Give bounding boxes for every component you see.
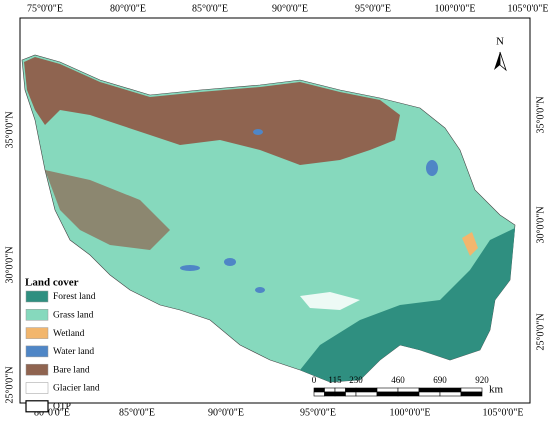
scale-segment (324, 391, 336, 397)
bare-area (24, 57, 400, 165)
longitude-label: 85°0'0"E (192, 3, 228, 14)
legend-label: Water land (53, 347, 94, 357)
legend-swatch (25, 309, 49, 321)
scale-segment (397, 387, 420, 393)
glacier-area (300, 292, 360, 310)
scale-segment (345, 391, 357, 397)
scale-segment (334, 387, 346, 393)
lake (255, 287, 265, 293)
scale-segment (460, 391, 483, 397)
longitude-label: 90°0'0"E (208, 407, 244, 418)
legend-label: Wetland (53, 329, 85, 339)
longitude-label: 80°0'0"E (110, 3, 146, 14)
scale-label: 115 (328, 375, 342, 385)
scale-unit: km (489, 384, 504, 396)
legend-title: Land cover (25, 277, 79, 289)
legend-label: Grass land (53, 310, 94, 320)
legend-swatch (25, 400, 49, 413)
scale-segment (376, 387, 399, 393)
scale-segment (355, 391, 378, 397)
lake (253, 129, 263, 135)
scale-label: 460 (391, 375, 405, 385)
north-arrow: N (494, 36, 507, 72)
scale-segment (418, 387, 441, 393)
longitude-label: 95°0'0"E (300, 407, 336, 418)
north-arrow-half (494, 52, 500, 70)
longitude-label: 105°0'0"E (483, 407, 524, 418)
legend-swatch (25, 382, 49, 394)
scale-segment (355, 387, 378, 393)
lake (180, 265, 200, 271)
scale-segment (439, 387, 462, 393)
legend-swatch (25, 327, 49, 339)
north-arrow-half (499, 51, 507, 72)
wetland-area (462, 232, 478, 256)
longitude-label: 100°0'0"E (435, 3, 476, 14)
north-label: N (496, 36, 504, 48)
legend-label: QTP (53, 402, 71, 412)
longitude-label: 95°0'0"E (355, 3, 391, 14)
longitude-label: 75°0'0"E (27, 3, 63, 14)
legend-swatch (25, 363, 49, 376)
lake (426, 160, 438, 176)
legend-label: Bare land (53, 365, 90, 375)
latitude-label: 25°0'0"N (535, 313, 546, 350)
scale-segment (313, 391, 325, 397)
legend-swatch (25, 345, 49, 358)
scale-label: 690 (433, 375, 447, 385)
legend-swatch (25, 290, 49, 303)
legend-label: Glacier land (53, 384, 100, 394)
scale-segment (397, 391, 420, 397)
scale-segment (334, 391, 346, 397)
scale-segment (324, 387, 336, 393)
plateau (21, 54, 516, 383)
bare-area (45, 170, 170, 250)
scale-segment (376, 391, 399, 397)
latitude-label: 25°0'0"N (4, 366, 15, 403)
longitude-label: 100°0'0"E (390, 407, 431, 418)
longitude-label: 80°0'0"E (34, 407, 70, 418)
latitude-label: 35°0'0"N (535, 96, 546, 133)
forest-area (300, 228, 515, 382)
scale-label: 0 (312, 375, 317, 385)
scale-label: 230 (349, 375, 363, 385)
latitude-label: 35°0'0"N (4, 111, 15, 148)
longitude-label: 105°0'0"E (508, 3, 549, 14)
scale-segment (439, 391, 462, 397)
longitude-label: 85°0'0"E (119, 407, 155, 418)
lake (224, 258, 236, 266)
longitude-label: 90°0'0"E (272, 3, 308, 14)
latitude-label: 30°0'0"N (4, 246, 15, 283)
latitude-label: 30°0'0"N (535, 206, 546, 243)
scale-segment (345, 387, 357, 393)
scale-label: 920 (475, 375, 489, 385)
scale-segment (418, 391, 441, 397)
scale-segment (460, 387, 483, 393)
scale-segment (313, 387, 325, 393)
legend-label: Forest land (53, 292, 96, 302)
